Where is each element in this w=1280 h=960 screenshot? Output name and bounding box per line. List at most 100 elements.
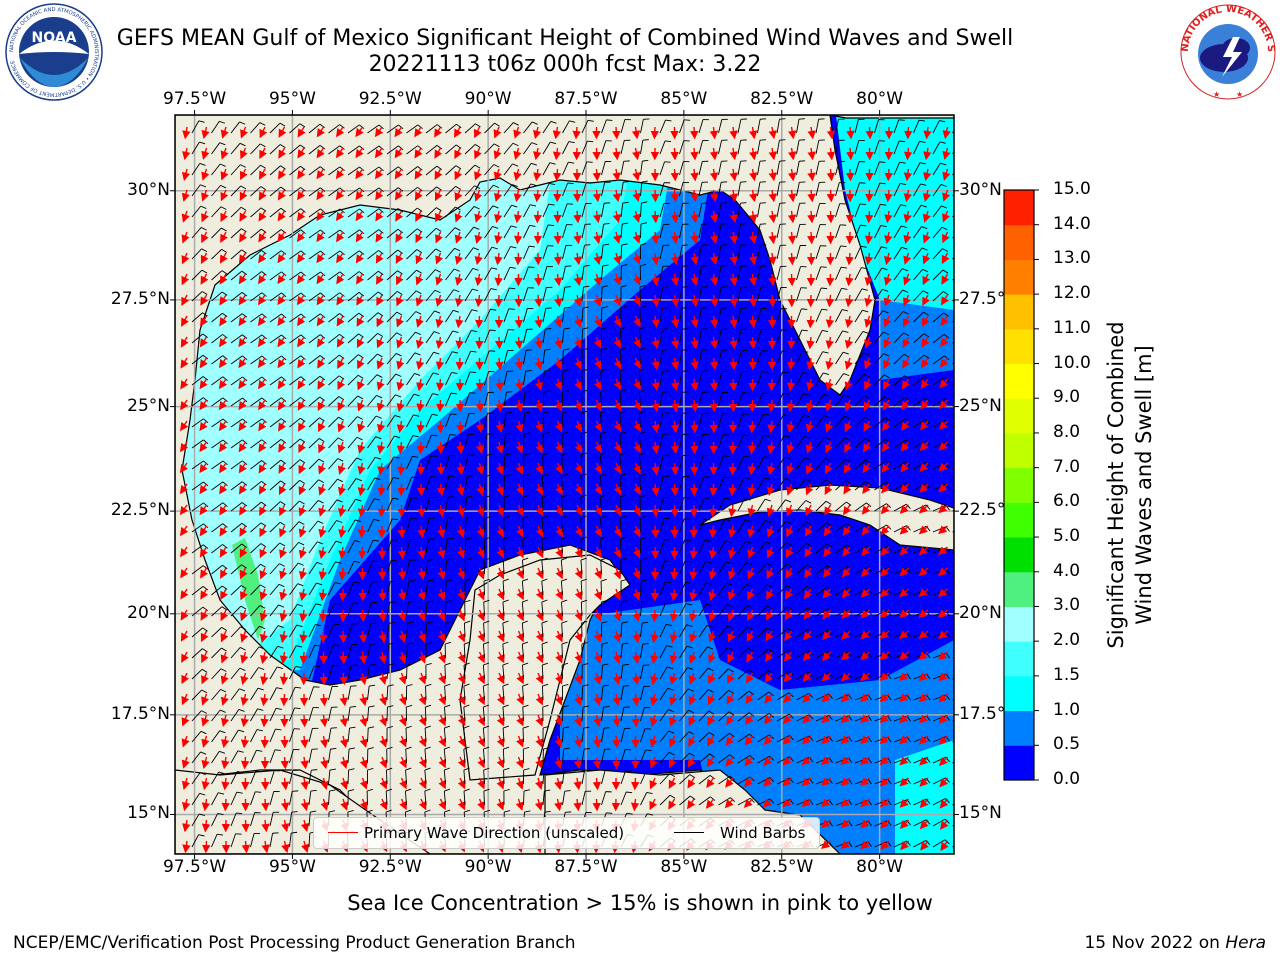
wind-barb xyxy=(250,625,260,638)
wave-direction-arrow xyxy=(258,399,267,411)
wave-direction-arrow xyxy=(514,315,523,329)
wind-barb xyxy=(250,750,257,764)
wave-direction-arrow xyxy=(356,294,365,306)
wave-direction-arrow xyxy=(299,588,308,602)
wind-barb-flag xyxy=(964,839,969,843)
wind-barb-flag xyxy=(299,459,306,464)
wave-direction-arrow xyxy=(239,567,248,580)
wave-direction-arrow xyxy=(201,147,210,160)
wind-barb-flag xyxy=(202,397,209,402)
wind-barb-flag xyxy=(801,308,808,310)
wave-direction-arrow xyxy=(318,462,326,475)
wind-barb-flag xyxy=(966,632,969,637)
wind-barb-flag xyxy=(274,749,281,751)
colorbar-tick-label: 2.0 xyxy=(1053,630,1081,651)
wave-direction-arrow xyxy=(651,525,660,539)
wind-barb xyxy=(269,271,282,281)
wind-barb xyxy=(308,313,321,323)
wave-direction-arrow xyxy=(318,483,327,496)
wave-direction-arrow xyxy=(296,273,306,285)
wave-direction-arrow xyxy=(277,189,286,201)
wind-barb xyxy=(269,521,281,533)
wind-barb-flag xyxy=(300,417,306,423)
wind-barb xyxy=(328,292,341,302)
wind-barb-flag xyxy=(684,539,691,542)
wave-direction-arrow xyxy=(219,336,228,348)
wave-direction-arrow xyxy=(219,315,228,327)
colorbar-tick-label: 9.0 xyxy=(1053,387,1081,408)
wind-barb-flag xyxy=(280,459,286,465)
wave-direction-arrow xyxy=(299,651,308,665)
wave-direction-arrow xyxy=(200,252,209,265)
wave-direction-arrow xyxy=(631,777,640,791)
wave-direction-arrow xyxy=(340,798,349,811)
wind-barb xyxy=(328,770,331,785)
wave-direction-arrow xyxy=(865,126,874,140)
colorbar-tick-label: 4.0 xyxy=(1053,560,1081,581)
wave-direction-arrow xyxy=(239,504,248,516)
wave-direction-arrow xyxy=(201,756,210,770)
wave-direction-arrow xyxy=(182,798,191,812)
wave-direction-arrow xyxy=(572,189,582,203)
wave-direction-arrow xyxy=(298,483,307,496)
wind-barb xyxy=(367,250,379,260)
wind-barb-flag xyxy=(315,603,322,606)
lat-label-right: 20°N xyxy=(959,602,1002,623)
wind-barb-flag xyxy=(256,749,263,752)
wave-direction-arrow xyxy=(317,420,326,433)
wave-direction-arrow xyxy=(200,273,209,285)
wind-barb-flag xyxy=(966,653,970,658)
wave-direction-arrow xyxy=(748,336,757,350)
wave-direction-arrow xyxy=(296,294,306,306)
colorbar-tick-label: 3.0 xyxy=(1053,595,1081,616)
wind-barb-flag xyxy=(201,668,208,673)
wind-barb xyxy=(289,334,302,344)
wind-barb xyxy=(269,604,279,617)
wave-direction-arrow xyxy=(884,168,893,182)
wave-direction-arrow xyxy=(220,189,229,202)
wind-barb-flag xyxy=(280,501,286,506)
wind-barb xyxy=(308,271,321,281)
wind-barb xyxy=(191,205,202,218)
wind-barb xyxy=(269,833,274,848)
wave-direction-arrow xyxy=(826,189,835,203)
wave-direction-arrow xyxy=(221,756,230,770)
lon-label-bottom: 92.5°W xyxy=(358,857,422,877)
wind-barb-flag xyxy=(378,208,384,213)
lon-label-top: 90°W xyxy=(464,89,512,109)
wind-barb xyxy=(367,187,380,197)
wind-barb xyxy=(230,729,239,743)
wave-direction-arrow xyxy=(339,672,348,686)
wind-barb-flag xyxy=(965,421,969,426)
wave-direction-arrow xyxy=(297,147,306,159)
wind-barb-flag xyxy=(237,771,244,774)
wave-direction-arrow xyxy=(240,735,250,749)
wave-direction-arrow xyxy=(239,231,248,243)
wind-barb-flag xyxy=(281,376,287,382)
wind-barb xyxy=(191,689,203,701)
wind-barb xyxy=(328,437,339,449)
wind-barb xyxy=(328,333,340,344)
wave-direction-arrow xyxy=(338,588,348,602)
wave-direction-arrow xyxy=(259,588,268,601)
wave-direction-arrow xyxy=(768,315,777,329)
wind-barb xyxy=(639,286,641,302)
wind-barb xyxy=(308,479,319,491)
wind-barb xyxy=(347,602,354,617)
wind-barb-flag xyxy=(337,478,344,483)
wind-barb-flag xyxy=(965,695,969,700)
wave-direction-arrow xyxy=(238,294,247,306)
wave-direction-arrow xyxy=(318,546,327,560)
wave-direction-arrow xyxy=(199,441,208,453)
wave-direction-arrow xyxy=(258,210,267,222)
wind-barb xyxy=(308,686,314,701)
colorbar-segment xyxy=(1004,190,1034,226)
wind-barb xyxy=(230,142,241,155)
wind-barb xyxy=(328,603,335,617)
wind-barb xyxy=(250,143,261,155)
wind-barb-flag xyxy=(241,313,248,318)
wind-barb xyxy=(211,564,223,575)
wind-barb-flag xyxy=(339,145,345,150)
wind-barb xyxy=(250,687,259,701)
